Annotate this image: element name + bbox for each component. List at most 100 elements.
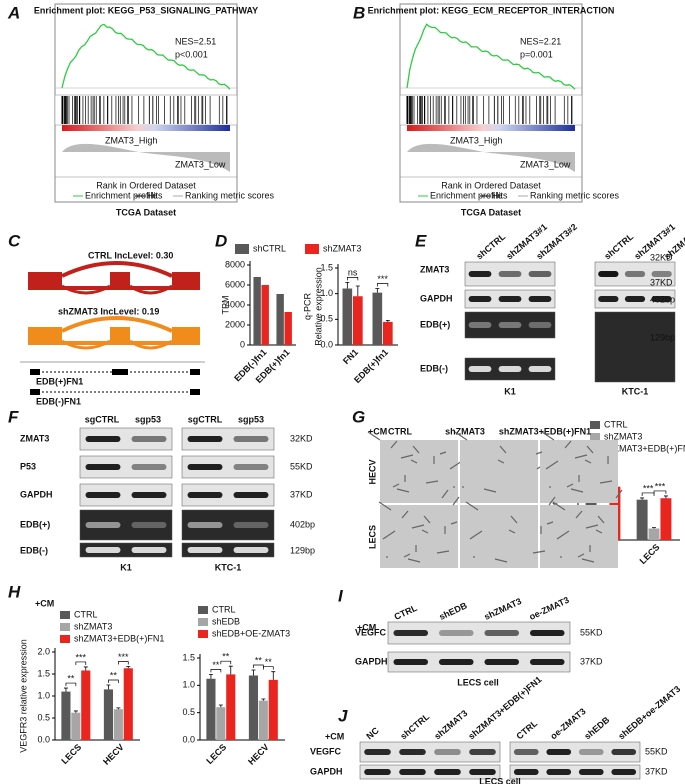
error-bar [126, 666, 131, 669]
inclusion-level: CTRL IncLevel: 0.30 [88, 250, 173, 260]
bar [660, 498, 672, 540]
panel-label: J [338, 706, 348, 725]
nes: NES=2.51 [175, 36, 216, 46]
plot-title: Enrichment plot: KEGG_P53_SIGNALING_PATH… [34, 5, 258, 15]
blot [464, 311, 556, 339]
band [468, 322, 492, 328]
row-label: HECV [367, 459, 377, 484]
error-bar [251, 669, 256, 676]
row-label: ZMAT3 [420, 264, 449, 274]
significance: ns [348, 268, 358, 278]
panel-label: A [7, 3, 20, 22]
lane-label: shEDB+oe-ZMAT3 [616, 684, 682, 742]
error-bar [218, 704, 223, 708]
lane-label: shZMAT3 [483, 596, 523, 622]
cell-line: KTC-1 [622, 386, 649, 396]
band [468, 271, 492, 277]
legend-swatch [305, 244, 319, 254]
band [434, 749, 461, 755]
exon [190, 369, 200, 375]
y-tick-label: 1.0 [182, 680, 195, 690]
lane-label: sgCTRL [188, 414, 223, 424]
blot [181, 542, 275, 558]
bar [342, 288, 353, 345]
band [131, 547, 167, 553]
isoform-label: EDB(-)FN1 [36, 396, 81, 406]
lane-label: CTRL [393, 603, 419, 622]
column-label: shZMAT3+EDB(+)FN1 [499, 426, 591, 436]
size-label: 37KD [650, 277, 673, 287]
row-label: GAPDH [355, 656, 388, 666]
y-tick-label: 6000 [225, 279, 245, 289]
band [85, 492, 121, 498]
lane-label: sgp53 [135, 414, 161, 424]
legend-swatch [60, 635, 70, 643]
size-label: 402bp [650, 294, 675, 304]
group-label: ZMAT3_High [450, 135, 502, 145]
panel-label: G [352, 407, 365, 426]
enrichment-curve [406, 23, 576, 90]
micrograph [460, 505, 538, 568]
y-axis-label: VEGFR3 relative expression [18, 639, 28, 753]
junction [61, 284, 173, 295]
significance: *** [76, 652, 87, 662]
significance: ** [255, 655, 263, 665]
band [399, 769, 426, 775]
bar [123, 668, 133, 740]
legend-entry: Enrichment profile [85, 190, 158, 200]
cell-line: K1 [504, 386, 516, 396]
panel-label: C [8, 231, 21, 250]
bar [261, 285, 269, 345]
significance: *** [118, 652, 129, 662]
legend-entry: shZMAT3 [74, 621, 112, 631]
x-tick-label: LECS [638, 542, 662, 566]
group-label: ZMAT3_High [105, 135, 157, 145]
band [484, 630, 520, 636]
blot [79, 542, 173, 558]
band [438, 659, 474, 665]
significance: ** [67, 673, 75, 683]
legend-entry: CTRL [74, 609, 98, 619]
panel-label: E [415, 231, 427, 250]
band [498, 366, 522, 372]
row-label: EDB(+) [420, 319, 450, 329]
group-label: ZMAT3_Low [520, 159, 571, 169]
hits-box [54, 94, 238, 126]
y-tick-label: 1.0 [37, 690, 50, 700]
y-tick-label: 1.5 [182, 652, 195, 662]
blot [181, 483, 275, 507]
band [187, 547, 223, 553]
band [469, 749, 496, 755]
y-tick-label: 0.0 [320, 339, 333, 349]
row-label: GAPDH [310, 766, 343, 776]
legend-swatch [198, 630, 208, 638]
exon [30, 389, 40, 395]
error-bar [261, 698, 266, 701]
row-label: VEGFC [355, 627, 387, 637]
legend-entry: CTRL [212, 604, 236, 614]
band [528, 322, 552, 328]
error-bar [385, 319, 390, 322]
x-axis-label: Rank in Ordered Dataset [441, 180, 541, 190]
size-label: 402bp [290, 519, 315, 529]
y-axis-label: q-PCR [302, 293, 312, 321]
ranked-metric [407, 143, 575, 172]
bar [636, 499, 648, 540]
treatment-label: +CM [357, 622, 376, 632]
error-bar [106, 684, 111, 690]
band [85, 464, 121, 470]
blot [359, 741, 501, 763]
junction [61, 316, 173, 333]
legend-swatch [60, 611, 70, 619]
row-label: EDB(-) [420, 363, 448, 373]
band [187, 464, 223, 470]
band [598, 296, 619, 302]
band [187, 522, 223, 528]
lane-label: shCTRL [602, 231, 635, 261]
x-axis-label: Rank in Ordered Dataset [96, 180, 196, 190]
size-label: 129bp [290, 545, 315, 555]
isoform-label: EDB(+)FN1 [36, 376, 83, 386]
legend-entry: Ranking metric scores [185, 190, 275, 200]
cell-line: LECS cell [479, 776, 521, 784]
y-tick-label: 2.0 [37, 646, 50, 656]
